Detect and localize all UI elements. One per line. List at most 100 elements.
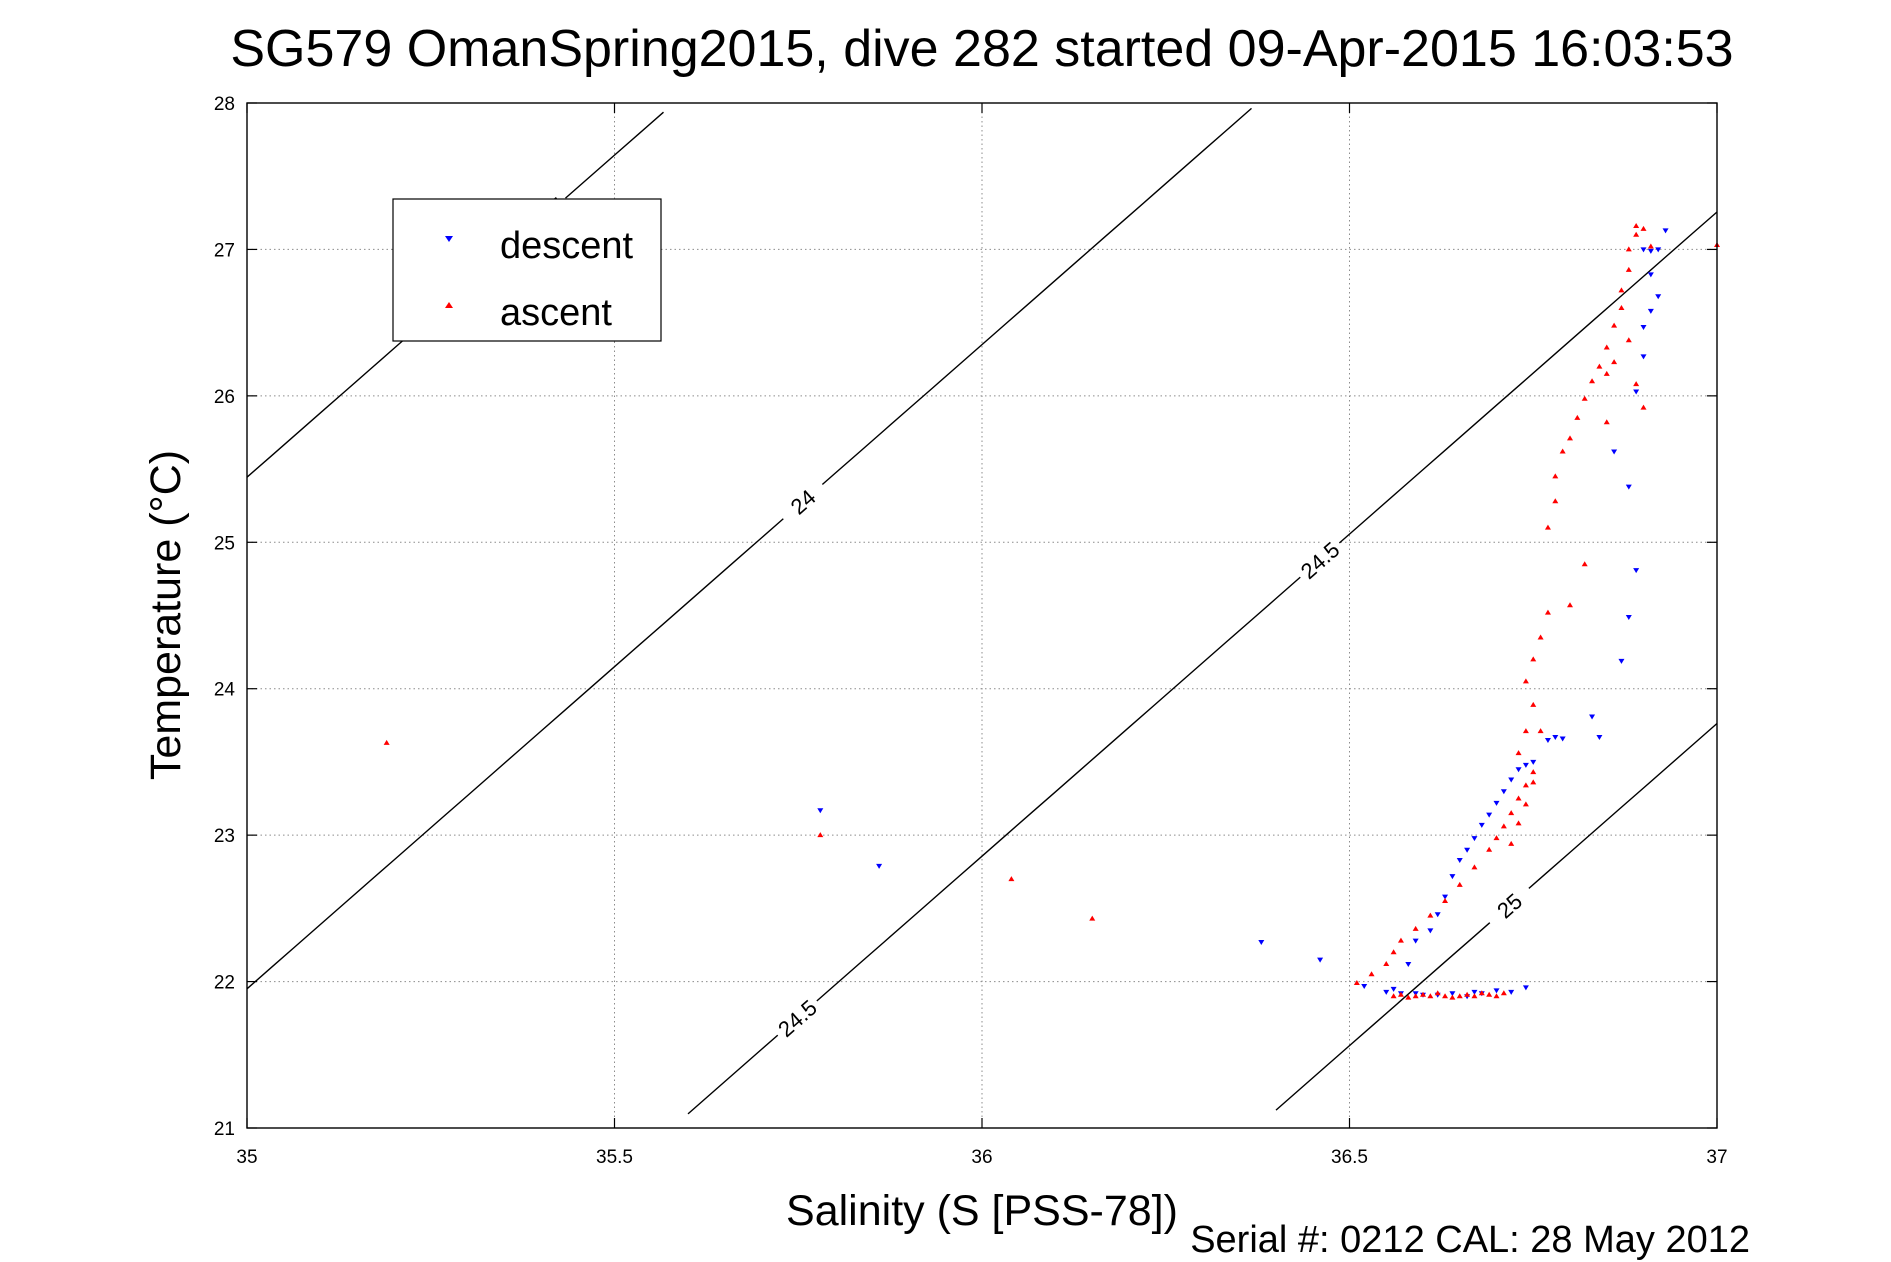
descent-point: [1655, 294, 1662, 300]
descent-point: [1640, 247, 1647, 253]
ascent-point: [1442, 898, 1449, 904]
descent-point: [1515, 767, 1522, 773]
isopycnal-line: [246, 107, 1252, 990]
ascent-point: [1567, 602, 1573, 608]
descent-point: [1662, 228, 1669, 234]
descent-point: [1559, 736, 1566, 742]
ascent-point: [1486, 991, 1493, 997]
descent-point: [1449, 991, 1456, 997]
descent-point: [1434, 912, 1441, 918]
y-tick-label: 23: [214, 826, 235, 847]
grid: [247, 103, 1717, 1128]
descent-point: [1544, 737, 1551, 743]
ascent-point: [1353, 980, 1360, 986]
ascent-point: [1603, 344, 1610, 350]
descent-point: [1611, 449, 1618, 455]
ascent-point: [1544, 609, 1551, 615]
x-axis-label: Salinity (S [PSS-78]): [786, 1187, 1178, 1235]
axis-ticks: 35 35.5 36 36.5 37 21 22 23 24 25 26 27 28: [214, 94, 1728, 1168]
ascent-point: [1530, 779, 1537, 785]
ascent-point: [1390, 949, 1397, 955]
contour-label-bg: [769, 991, 826, 1045]
contour-label-bg: [1291, 533, 1348, 587]
descent-point: [1500, 789, 1507, 795]
descent-point: [1508, 777, 1515, 783]
descent-point: [1390, 986, 1397, 992]
ascent-point: [1515, 750, 1522, 756]
ascent-point: [1603, 370, 1610, 376]
descent-point: [1478, 822, 1485, 828]
ascent-point: [1508, 840, 1515, 846]
contour-label-bg: [774, 474, 831, 529]
descent-point: [1405, 962, 1412, 967]
ascent-point: [1574, 414, 1581, 420]
descent-point: [1258, 940, 1265, 946]
x-tick-label: 36: [971, 1147, 992, 1168]
descent-point: [1522, 985, 1529, 991]
y-tick-label: 28: [214, 94, 235, 115]
ascent-point: [1427, 912, 1434, 918]
ascent-point: [1625, 246, 1632, 252]
ascent-point: [1427, 993, 1434, 999]
descent-point: [1552, 735, 1559, 741]
ascent-point: [1530, 769, 1537, 775]
y-tick-label: 27: [214, 240, 235, 261]
ascent-point: [1478, 990, 1485, 996]
descent-point: [1486, 812, 1493, 818]
ascent-point: [383, 739, 390, 745]
ascent-point: [1625, 337, 1632, 343]
ascent-point: [1618, 287, 1625, 293]
descent-point: [1464, 847, 1471, 853]
isopycnal-line: [687, 211, 1718, 1115]
ascent-point: [1522, 678, 1529, 684]
ascent-point: [1508, 810, 1515, 816]
ascent-point: [1471, 993, 1478, 999]
descent-point: [1317, 957, 1324, 963]
descent-point: [1589, 714, 1596, 720]
y-axis-label: Temperature (°C): [142, 450, 190, 780]
descent-point: [876, 863, 883, 869]
descent-point: [1456, 858, 1463, 864]
ascent-point: [1008, 876, 1015, 882]
ascent-point: [1530, 656, 1537, 662]
ascent-point: [1537, 634, 1544, 640]
ascent-point: [1390, 993, 1397, 999]
ascent-point: [1368, 971, 1375, 977]
descent-point: [1471, 989, 1478, 995]
descent-point: [1596, 735, 1603, 741]
legend: descent ascent: [392, 198, 662, 342]
data-points: [383, 223, 1720, 1000]
serial-cal-footer: Serial #: 0212 CAL: 28 May 2012: [1190, 1219, 1750, 1261]
ascent-point: [1515, 820, 1522, 826]
descent-point: [1361, 983, 1368, 989]
ascent-point: [1581, 395, 1588, 401]
ascent-point: [1515, 795, 1522, 801]
ascent-point: [1500, 823, 1507, 829]
ascent-point: [1618, 305, 1625, 310]
ascent-point: [1559, 448, 1566, 454]
ascent-point: [1640, 225, 1647, 231]
ascent-point: [1522, 782, 1529, 788]
contour-label-bg: [1481, 878, 1538, 933]
ascent-point: [1405, 994, 1412, 1000]
ascent-point: [1530, 701, 1537, 707]
ascent-point: [1611, 322, 1618, 328]
ascent-point: [1544, 524, 1551, 530]
legend-ascent-marker: [445, 302, 453, 308]
ascent-point: [1603, 419, 1610, 425]
descent-point: [1427, 928, 1434, 934]
ascent-point: [1633, 223, 1640, 228]
legend-ascent-label: ascent: [500, 292, 612, 334]
descent-point: [1647, 272, 1654, 278]
ascent-point: [1589, 378, 1596, 384]
ascent-point: [1464, 991, 1471, 997]
descent-point: [1647, 248, 1654, 254]
ascent-point: [1449, 994, 1456, 1000]
ascent-point: [1640, 404, 1647, 410]
ascent-point: [1456, 993, 1463, 999]
ascent-point: [1486, 846, 1493, 852]
descent-point: [1633, 389, 1640, 395]
y-tick-label: 26: [214, 387, 235, 408]
descent-point: [1471, 836, 1478, 842]
